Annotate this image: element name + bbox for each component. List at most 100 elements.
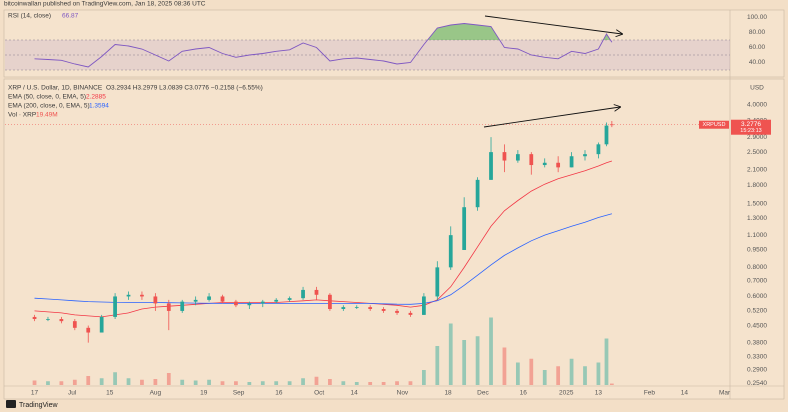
candle-body [247, 303, 252, 306]
candle-body [126, 294, 131, 297]
date-tick-label: Sep [233, 390, 245, 397]
volume-bar [234, 381, 238, 385]
price-title: XRP / U.S. Dollar, 1D, BINANCE [8, 85, 103, 92]
footer-brand: TradingView [19, 402, 58, 409]
date-tick-label: Nov [397, 390, 409, 397]
date-tick-label: Dec [477, 390, 489, 397]
volume-bar [274, 381, 279, 385]
volume-bar [368, 382, 373, 385]
price-tick-label: 0.5200 [747, 308, 767, 315]
volume-bar [153, 379, 158, 385]
currency-label: USD [750, 85, 764, 92]
price-pane [3, 78, 785, 400]
volume-legend: Vol · XRP [8, 112, 36, 119]
candle-body [604, 125, 609, 145]
candle-body [32, 316, 37, 320]
candle-body [86, 327, 91, 333]
candle-body [422, 296, 426, 315]
price-tick-label: 0.4500 [747, 322, 767, 329]
price-trend-line [483, 107, 620, 128]
tradingview-logo [6, 400, 16, 408]
date-tick-label: 14 [350, 390, 358, 397]
date-tick-label: 13 [595, 390, 603, 397]
rsi-legend: RSI (14, close) [8, 13, 51, 20]
volume-bar [341, 381, 346, 385]
volume-bar [247, 382, 252, 385]
candle-body [408, 312, 413, 315]
candle-body [59, 319, 64, 322]
date-tick-label: Aug [150, 390, 162, 397]
rsi-overbought-fill [34, 23, 612, 40]
date-tick-label: Feb [644, 390, 656, 397]
price-tick-label: 0.2540 [747, 380, 767, 387]
candle-body [180, 301, 185, 311]
volume-legend-value: 19.49M [36, 112, 58, 119]
volume-bar [180, 379, 185, 385]
publisher: bitcoinwallan published on TradingView.c… [4, 1, 206, 8]
price-tick-label: 0.9500 [747, 247, 767, 254]
candle-body [583, 154, 587, 157]
rsi-tick-label: 80.00 [749, 29, 766, 36]
candle-body [314, 289, 319, 295]
candle-body [354, 307, 359, 308]
volume-bar [395, 381, 399, 385]
ohlc-legend: O3.2934 H3.2979 L3.0839 C3.0776 −0.2158 … [106, 85, 263, 92]
date-tick-label: Oct [314, 390, 324, 397]
volume-bar [556, 366, 561, 385]
ema200-legend: EMA (200, close, 0, EMA, 5) [8, 103, 90, 110]
candle-body [448, 235, 453, 268]
volume-bar [515, 362, 520, 385]
candle-body [166, 303, 171, 311]
rsi-legend-value: 66.87 [62, 13, 79, 20]
volume-bar [354, 382, 359, 385]
price-tick-label: 4.0000 [747, 101, 767, 108]
rsi-tick-label: 60.00 [749, 44, 766, 51]
ema200-legend-value: 1.3594 [89, 103, 109, 110]
volume-bar [32, 380, 37, 385]
volume-bar [408, 381, 413, 385]
volume-bar [422, 370, 426, 385]
price-tick-label: 0.6000 [747, 293, 767, 300]
volume-bar [260, 381, 265, 385]
candle-body [153, 296, 158, 304]
price-tick-label: 1.5000 [747, 200, 767, 207]
rsi-line [34, 23, 613, 68]
volume-bar [140, 379, 144, 385]
candle-body [193, 299, 198, 302]
candle-body [207, 296, 211, 300]
price-tick-label: 0.3300 [747, 354, 767, 361]
volume-bar [126, 378, 131, 385]
volume-bar [72, 379, 77, 385]
candle-body [542, 162, 547, 166]
candle-body [234, 301, 238, 306]
date-tick-label: 16 [275, 390, 283, 397]
volume-bar [86, 376, 91, 385]
volume-bar [475, 336, 480, 385]
candle-body [462, 207, 467, 250]
volume-bar [113, 372, 117, 385]
volume-bar [46, 381, 50, 385]
candle-body [569, 156, 574, 168]
volume-bar [596, 362, 601, 385]
price-tick-label: 1.1000 [747, 232, 767, 239]
candle-body [46, 319, 50, 320]
candle-body [260, 301, 265, 304]
date-tick-label: 19 [200, 390, 208, 397]
volume-bar [314, 376, 319, 385]
price-tick-label: 0.7000 [747, 278, 767, 285]
volume-bar [435, 346, 440, 385]
candle-body [287, 298, 292, 300]
price-tick-label: 2.9000 [747, 134, 767, 141]
candle-body [113, 296, 117, 317]
volume-bar [569, 358, 574, 385]
candle-body [596, 144, 601, 155]
price-tick-label: 2.1000 [747, 166, 767, 173]
price-tick-label: 1.3000 [747, 215, 767, 222]
ema50-legend: EMA (50, close, 0, EMA, 5) [8, 94, 86, 101]
volume-bar [59, 381, 64, 385]
price-label-bg [731, 119, 771, 135]
price-tick-label: 0.3800 [747, 339, 767, 346]
price-label: 3.2776 [741, 121, 761, 128]
date-tick-label: 17 [31, 390, 39, 397]
